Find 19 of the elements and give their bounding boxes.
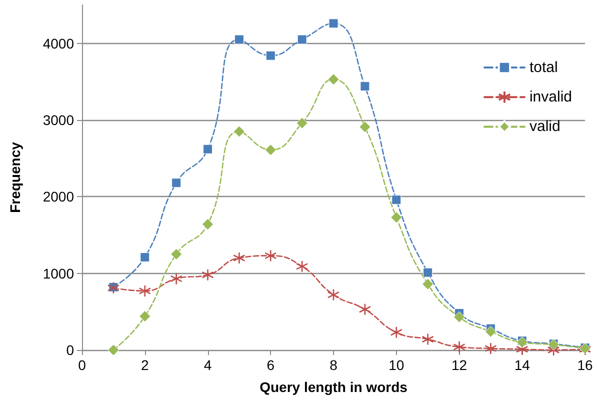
y-tick-label: 1000 — [42, 265, 74, 282]
legend-label: invalid — [529, 88, 572, 106]
y-tick-label: 0 — [66, 342, 74, 358]
y-tick-label: 4000 — [42, 35, 74, 52]
x-tick-label: 2 — [140, 357, 149, 373]
y-tick-label: 2000 — [42, 188, 74, 205]
x-axis-title: Query length in words — [260, 379, 408, 395]
x-tick-label: 0 — [78, 357, 86, 373]
y-axis-title: Frequency — [7, 142, 23, 213]
x-tick-label: 6 — [266, 357, 275, 373]
legend-label: valid — [529, 118, 560, 136]
x-tick-label: 16 — [577, 357, 593, 373]
x-tick-label: 10 — [388, 357, 404, 373]
x-tick-label: 12 — [451, 357, 468, 373]
y-tick-label: 3000 — [42, 112, 74, 128]
x-tick-label: 4 — [204, 357, 212, 373]
legend-label: total — [529, 59, 558, 76]
x-tick-label: 8 — [330, 357, 338, 373]
x-tick-label: 14 — [514, 357, 530, 373]
